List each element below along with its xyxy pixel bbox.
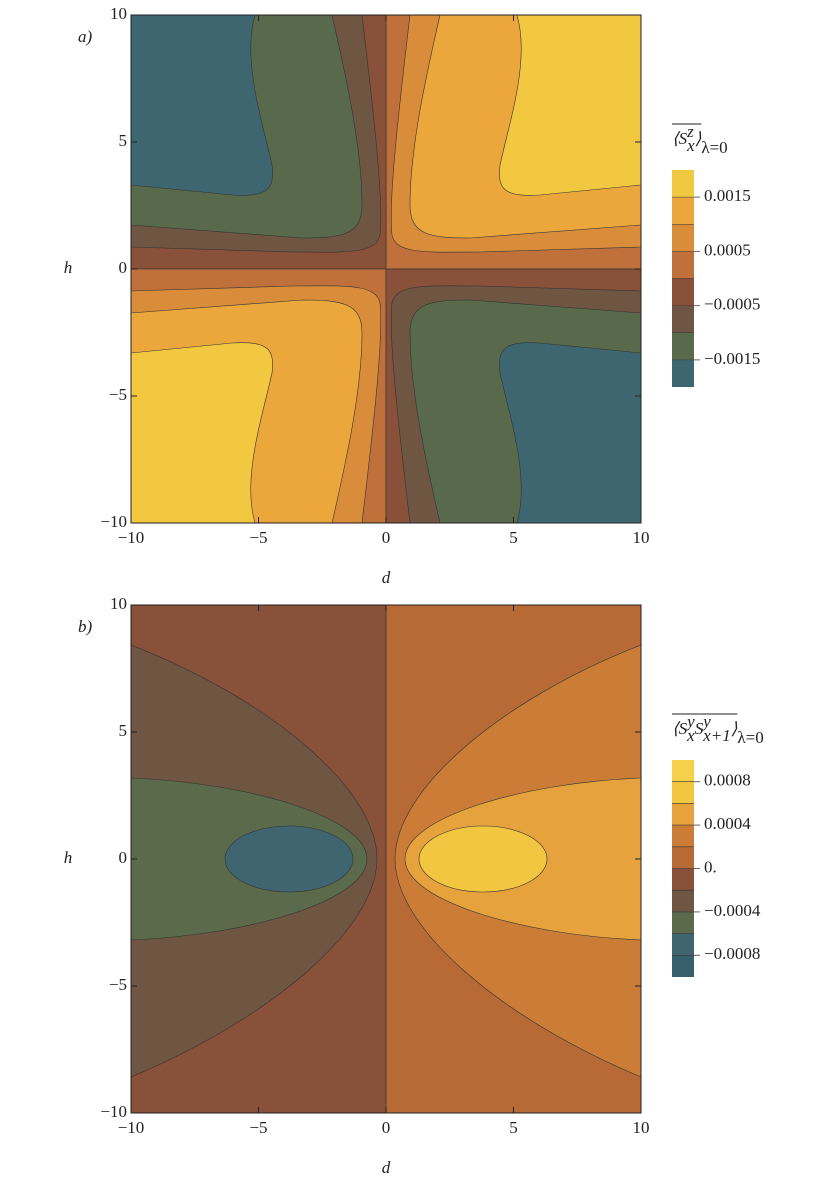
- colorbar-tick-label: −0.0008: [704, 944, 760, 963]
- colorbar-band: [672, 251, 694, 279]
- colorbar-band: [672, 911, 694, 934]
- x-tick-label: 5: [509, 1118, 518, 1137]
- contour-region: [499, 342, 641, 523]
- y-tick-label: 10: [110, 4, 127, 23]
- colorbar-band: [672, 305, 694, 333]
- contour-region: [418, 825, 548, 893]
- colorbar-band: [672, 224, 694, 252]
- colorbar-tick-label: −0.0004: [704, 901, 761, 920]
- contour-plot: [131, 605, 641, 1113]
- colorbar-band: [672, 868, 694, 891]
- colorbar-band: [672, 955, 694, 977]
- colorbar-title-part: y: [701, 712, 711, 731]
- y-tick-label: −10: [100, 512, 127, 531]
- colorbar-title-part: ⟨S: [672, 719, 688, 738]
- colorbar-tick-label: 0.0005: [704, 240, 751, 259]
- colorbar-title-part: ⟩: [731, 719, 738, 738]
- y-axis-label: h: [64, 258, 73, 277]
- panel-label: a): [78, 27, 93, 46]
- x-tick-label: −10: [118, 528, 145, 547]
- x-tick-label: −10: [118, 1118, 145, 1137]
- colorbar-tick-label: 0.0004: [704, 814, 751, 833]
- x-tick-label: 10: [633, 1118, 650, 1137]
- colorbar-band: [672, 803, 694, 826]
- colorbar-band: [672, 846, 694, 869]
- y-tick-label: −5: [109, 975, 127, 994]
- x-tick-label: 0: [382, 1118, 391, 1137]
- colorbar-title-part: x+1: [702, 726, 731, 745]
- quadrant: [385, 268, 641, 523]
- colorbar-title-part: z: [686, 122, 694, 141]
- colorbar-band: [672, 781, 694, 804]
- colorbar-title-part: x: [686, 726, 695, 745]
- colorbar-band: [672, 170, 694, 198]
- colorbar-title-part: λ=0: [737, 728, 763, 747]
- y-tick-label: 0: [119, 848, 128, 867]
- colorbar-tick-label: 0.0008: [704, 771, 751, 790]
- y-axis-label: h: [64, 848, 73, 867]
- half: [385, 605, 641, 1113]
- colorbar-title-part: λ=0: [701, 138, 727, 157]
- y-tick-label: −5: [109, 385, 127, 404]
- quadrant: [131, 268, 387, 523]
- y-tick-label: 5: [119, 131, 128, 150]
- half: [131, 605, 387, 1113]
- x-tick-label: 10: [633, 528, 650, 547]
- colorbar-tick-label: −0.0015: [704, 349, 760, 368]
- x-axis-label: d: [382, 1158, 391, 1177]
- colorbar-band: [672, 760, 694, 782]
- colorbar-tick-label: 0.: [704, 857, 717, 876]
- x-tick-label: −5: [249, 528, 267, 547]
- contour-plot: [131, 15, 641, 523]
- colorbar-band: [672, 359, 694, 387]
- colorbar-title-part: S: [695, 719, 704, 738]
- colorbar-band: [672, 278, 694, 306]
- colorbar-band: [672, 890, 694, 912]
- colorbar-band: [672, 825, 694, 847]
- x-tick-label: −5: [249, 1118, 267, 1137]
- y-tick-label: 5: [119, 721, 128, 740]
- y-tick-label: 0: [119, 258, 128, 277]
- colorbar-tick-label: −0.0005: [704, 295, 760, 314]
- colorbar-title-part: y: [685, 712, 695, 731]
- contour-region: [131, 342, 273, 523]
- quadrant: [131, 15, 387, 270]
- y-tick-label: −10: [100, 1102, 127, 1121]
- quadrant: [385, 15, 641, 270]
- colorbar-title-part: x: [686, 136, 695, 155]
- colorbar-title-part: ⟨S: [672, 129, 688, 148]
- colorbar-band: [672, 933, 694, 956]
- x-tick-label: 0: [382, 528, 391, 547]
- contour-region: [224, 825, 354, 893]
- contour-region: [131, 15, 273, 196]
- panel-label: b): [78, 617, 93, 636]
- x-tick-label: 5: [509, 528, 518, 547]
- colorbar-tick-label: 0.0015: [704, 186, 751, 205]
- x-axis-label: d: [382, 568, 391, 587]
- colorbar-title-part: ⟩: [695, 129, 702, 148]
- y-tick-label: 10: [110, 594, 127, 613]
- contour-region: [499, 15, 641, 196]
- colorbar-band: [672, 197, 694, 225]
- colorbar-band: [672, 332, 694, 360]
